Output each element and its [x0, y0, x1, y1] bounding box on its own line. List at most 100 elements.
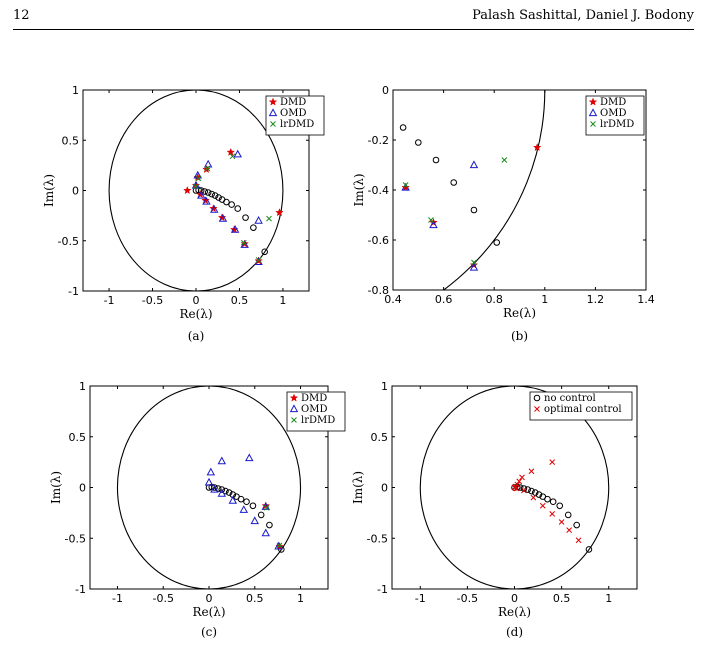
- y-tick-label: -0.2: [368, 134, 389, 147]
- x-tick-label: 0.4: [384, 293, 402, 306]
- data-point: [255, 256, 262, 263]
- data-point: [415, 139, 422, 146]
- data-point: [532, 142, 542, 152]
- data-point: [575, 537, 582, 544]
- x-axis-label: Re(λ): [179, 307, 212, 321]
- data-point: [275, 208, 284, 217]
- y-axis-label: Im(λ): [49, 471, 63, 504]
- y-tick-label: -1: [68, 285, 79, 298]
- data-point: [528, 468, 535, 475]
- legend-label: no control: [544, 393, 596, 404]
- data-point: [266, 215, 272, 222]
- legend-label: optimal control: [544, 404, 622, 415]
- panel-d: -1 -0.5 0 0.5 1 1 0.5 0 -0.5 -1 Re(λ) Im(λ) no contr…: [351, 380, 638, 639]
- x-tick-label: 0: [511, 592, 518, 605]
- x-tick-label: 0: [206, 592, 213, 605]
- data-point: [263, 504, 270, 511]
- data-point: [208, 190, 215, 198]
- data-point: [266, 521, 273, 529]
- data-point: [217, 488, 227, 497]
- unit-circle: [116, 386, 302, 589]
- legend-marker: [289, 404, 299, 413]
- data-point: [237, 495, 245, 503]
- data-point: [203, 159, 213, 168]
- subfigure-caption: (a): [188, 329, 205, 343]
- data-point: [514, 481, 521, 488]
- data-point: [573, 521, 580, 529]
- data-point: [215, 194, 222, 201]
- data-point: [243, 498, 250, 506]
- x-tick-label: 0.5: [231, 294, 249, 307]
- data-point: [429, 220, 438, 229]
- data-point: [530, 494, 537, 501]
- legend-marker: [590, 121, 596, 127]
- subfigure-caption: (d): [506, 625, 523, 639]
- data-point: [520, 485, 528, 492]
- page-header: 12 Palash Sashittal, Daniel J. Bodony: [0, 0, 704, 32]
- unit-circle: [442, 90, 546, 290]
- data-point: [250, 516, 260, 525]
- page-number: 12: [13, 8, 30, 23]
- legend-marker: [291, 417, 297, 423]
- legend-label: DMD: [280, 97, 306, 108]
- data-point: [204, 477, 214, 486]
- data-point: [493, 239, 501, 246]
- y-tick-label: -0.5: [367, 532, 388, 545]
- legend-marker: [268, 108, 278, 117]
- x-tick-label: 1.4: [637, 293, 655, 306]
- data-point: [218, 214, 228, 222]
- data-point: [206, 467, 216, 476]
- x-tick-label: -1: [112, 592, 123, 605]
- running-head: Palash Sashittal, Daniel J. Bodony: [472, 8, 694, 23]
- data-point: [201, 188, 208, 195]
- legend-marker: [588, 97, 598, 106]
- data-point: [228, 496, 238, 504]
- legend-label: DMD: [301, 393, 327, 404]
- data-point: [245, 453, 254, 462]
- data-point: [240, 239, 247, 246]
- x-tick-label: 1: [297, 592, 304, 605]
- y-axis-label: Im(λ): [351, 471, 365, 504]
- data-point: [501, 157, 508, 163]
- data-point: [239, 505, 249, 513]
- legend-box: [529, 391, 633, 421]
- x-tick-label: 0.8: [485, 293, 503, 306]
- y-tick-label: 0: [381, 482, 388, 495]
- data-point: [229, 153, 236, 160]
- data-point: [564, 511, 572, 519]
- data-point: [233, 149, 242, 158]
- data-point: [549, 498, 557, 506]
- data-point: [225, 489, 233, 496]
- data-point: [558, 519, 565, 525]
- legend-label: DMD: [600, 97, 626, 108]
- y-tick-label: 0.5: [69, 431, 87, 444]
- legend-marker: [534, 406, 540, 412]
- x-tick-label: 0.5: [553, 592, 571, 605]
- legend-label: OMD: [280, 108, 306, 119]
- data-point: [402, 182, 409, 188]
- data-point: [250, 224, 257, 231]
- x-tick-label: -0.5: [457, 592, 478, 605]
- y-axis-label: Im(λ): [352, 173, 366, 206]
- panel-a: -1 -0.5 0 0.5 1 1 0.5 0 -0.5 -1 Re(λ) Im(λ) DMDOMDlr…: [42, 84, 325, 343]
- y-tick-label: -1: [377, 583, 388, 596]
- panel-b: 0.4 0.6 0.8 1 1.2 1.4 0 -0.2 -0.4 -0.6 -0.8 Re(λ) Im…: [352, 84, 655, 343]
- data-point: [257, 511, 265, 519]
- y-tick-label: 0: [382, 84, 389, 97]
- x-tick-label: 1.2: [587, 293, 605, 306]
- data-point: [196, 190, 206, 199]
- x-tick-label: -0.5: [142, 294, 163, 307]
- data-point: [450, 179, 458, 186]
- data-point: [566, 527, 573, 533]
- legend-label: lrDMD: [280, 119, 314, 130]
- data-point: [210, 204, 219, 213]
- unit-circle: [419, 386, 610, 589]
- data-point: [556, 502, 564, 510]
- data-points: [183, 147, 284, 265]
- x-axis-label: Re(λ): [503, 306, 536, 320]
- legend-marker: [588, 108, 598, 117]
- legend-marker: [268, 97, 278, 106]
- x-tick-label: 1: [541, 293, 548, 306]
- data-points: [204, 453, 285, 553]
- y-tick-label: 0: [72, 185, 79, 198]
